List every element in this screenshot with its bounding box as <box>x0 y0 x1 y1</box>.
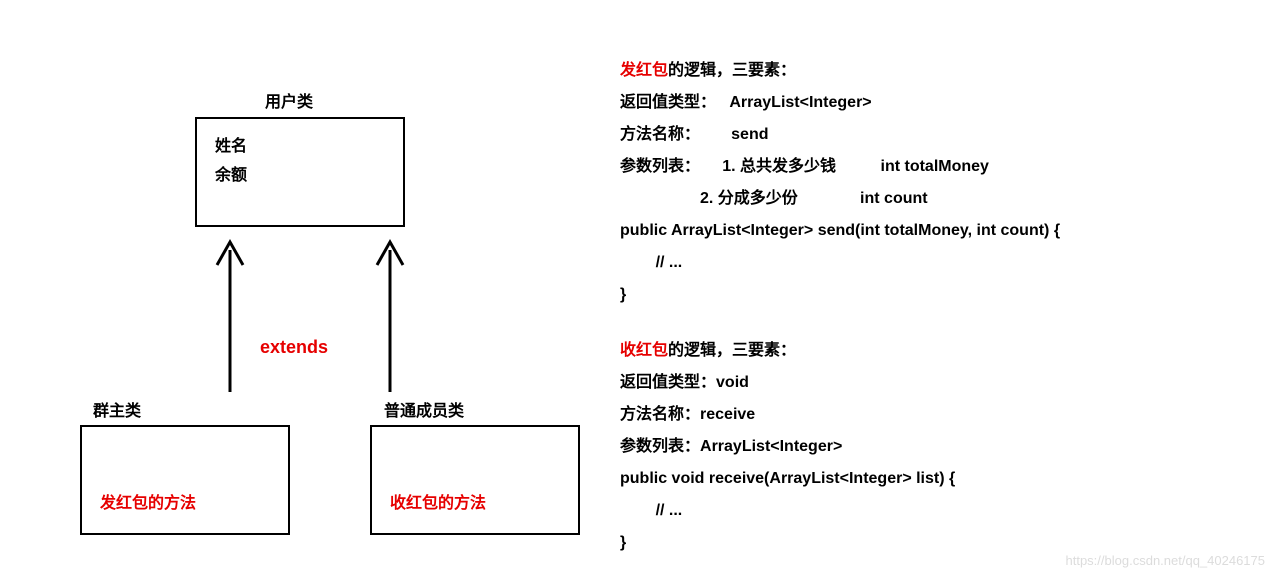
watermark: https://blog.csdn.net/qq_40246175 <box>1066 553 1266 568</box>
member-class-title: 普通成员类 <box>384 397 464 421</box>
owner-class-box: 发红包的方法 <box>80 425 290 535</box>
send-return: 返回值类型： ArrayList<Integer> <box>620 87 1260 119</box>
member-class-box: 收红包的方法 <box>370 425 580 535</box>
send-heading: 发红包的逻辑，三要素： <box>620 55 1260 87</box>
send-signature: public ArrayList<Integer> send(int total… <box>620 215 1260 247</box>
send-param2: 2. 分成多少份 int count <box>620 183 1260 215</box>
method-spec-text: 发红包的逻辑，三要素： 返回值类型： ArrayList<Integer> 方法… <box>620 55 1260 559</box>
send-close: } <box>620 279 1260 311</box>
user-class-title: 用户类 <box>265 88 313 112</box>
user-class-box: 姓名 余额 <box>195 117 405 227</box>
owner-method-send: 发红包的方法 <box>100 489 270 513</box>
receive-return: 返回值类型：void <box>620 367 1260 399</box>
send-body: // ... <box>620 247 1260 279</box>
receive-signature: public void receive(ArrayList<Integer> l… <box>620 463 1260 495</box>
member-method-receive: 收红包的方法 <box>390 489 560 513</box>
extends-label: extends <box>260 337 328 358</box>
receive-params: 参数列表：ArrayList<Integer> <box>620 431 1260 463</box>
receive-name: 方法名称：receive <box>620 399 1260 431</box>
class-diagram: 用户类 姓名 余额 群主类 发红包的方法 普通成员类 收红包的方法 extend… <box>0 0 620 574</box>
receive-heading: 收红包的逻辑，三要素： <box>620 335 1260 367</box>
send-param1: 参数列表： 1. 总共发多少钱 int totalMoney <box>620 151 1260 183</box>
user-field-name: 姓名 <box>215 133 385 162</box>
send-name: 方法名称： send <box>620 119 1260 151</box>
receive-body: // ... <box>620 495 1260 527</box>
owner-class-title: 群主类 <box>93 397 141 421</box>
user-field-balance: 余额 <box>215 162 385 191</box>
